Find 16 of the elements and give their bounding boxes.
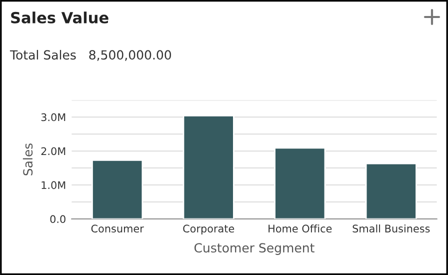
y-tick-label: 1.0M — [42, 181, 66, 190]
x-tick-label: Corporate — [183, 224, 234, 235]
bar — [365, 162, 417, 219]
y-tick-label: 3.0M — [41, 113, 66, 122]
x-axis-title: Customer Segment — [194, 243, 314, 255]
x-tick-label: Consumer — [91, 224, 144, 233]
bar — [182, 115, 234, 219]
text: Total Sales 8,500,000.00 — [10, 50, 172, 61]
bar — [274, 147, 326, 219]
bar — [92, 159, 144, 219]
chart-title: Sales Value — [11, 12, 108, 24]
x-tick-label: Home Office — [268, 224, 332, 233]
y-tick-label: 2.0M — [41, 147, 66, 156]
y-axis-title: Sales — [22, 143, 33, 176]
y-tick-label: 0.0 — [50, 215, 66, 224]
x-tick-label: Small Business — [352, 224, 430, 233]
